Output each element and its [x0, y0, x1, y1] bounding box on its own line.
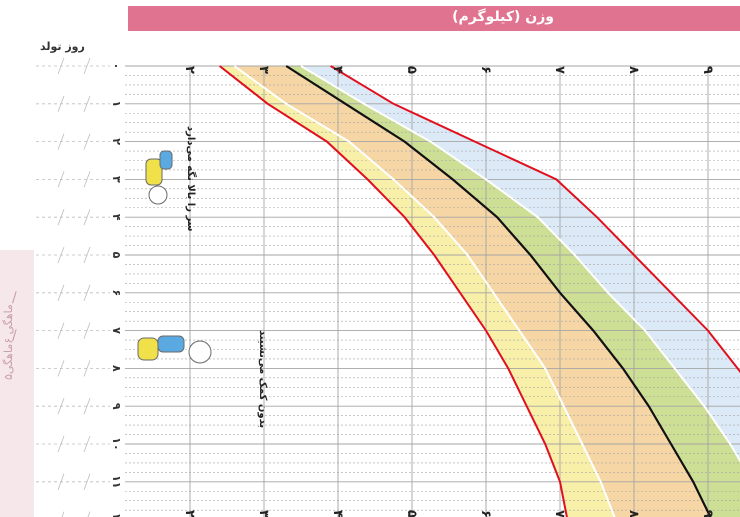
- x-tick-label-top: ۴: [330, 66, 345, 74]
- y-tick-label: ۴: [110, 214, 123, 221]
- date-slot-slash: [83, 322, 91, 339]
- plot-area: [125, 65, 740, 517]
- y-tick-label: ۱۲: [110, 513, 123, 517]
- band-low-line: [233, 65, 616, 517]
- y-tick-label: ۱: [110, 100, 123, 107]
- baby-holding-head-head: [148, 185, 168, 205]
- band-green: [286, 66, 740, 517]
- y-tick-label: ۸: [110, 365, 123, 372]
- date-slot-slash: [83, 95, 91, 112]
- y-tick-label: ۶: [110, 289, 123, 296]
- series-outer-low: [218, 65, 568, 517]
- date-slot-slash: [57, 435, 65, 453]
- date-slot-slash: [83, 57, 91, 75]
- x-tick-label-top: ۲: [182, 66, 197, 74]
- y-tick-label: ۹: [110, 403, 123, 410]
- baby-holding-head-shirt: [145, 158, 163, 186]
- y-tick-label: ۱۰: [110, 437, 123, 450]
- strip-slash: /: [12, 290, 17, 306]
- left-strip: [0, 250, 34, 517]
- x-tick-label-bottom: ۶: [478, 510, 493, 517]
- baby-sitting-pants: [157, 335, 185, 353]
- milestone-sit-unassisted: بدون کمک می‌نشیند: [257, 330, 268, 429]
- x-tick-label-bottom: ۸: [626, 510, 641, 517]
- date-slot-slash: [83, 171, 91, 188]
- y-tick-label: ۲: [110, 138, 123, 145]
- date-slot-slash: [57, 322, 65, 339]
- x-tick-label-top: ۵: [404, 66, 419, 74]
- band-high-line: [300, 65, 740, 463]
- date-slot-slash: [57, 473, 65, 490]
- date-slot-slash: [57, 133, 65, 150]
- x-tick-label-top: ۳: [256, 66, 271, 74]
- x-tick-label-bottom: ۲: [182, 510, 197, 517]
- date-slot-slash: [57, 95, 65, 112]
- x-tick-label-bottom: ۹: [700, 510, 715, 517]
- date-slot-slash: [83, 133, 91, 150]
- y-tick-label: ۰: [110, 63, 123, 70]
- band-orange: [234, 66, 711, 517]
- baby-sitting-head: [188, 340, 212, 364]
- date-slot-slash: [57, 171, 65, 188]
- date-slot-slash: [83, 360, 91, 377]
- chart-title: وزن (کیلوگرم): [452, 9, 554, 25]
- series-outer-high: [330, 65, 740, 374]
- x-tick-label-bottom: ۳: [256, 510, 271, 517]
- date-slot-slash: [83, 435, 91, 453]
- x-tick-label-top: ۶: [478, 66, 493, 74]
- baby-sitting-shirt: [137, 337, 159, 361]
- x-tick-label-top: ۸: [626, 66, 641, 74]
- title-bar: وزن (کیلوگرم): [128, 6, 740, 31]
- x-tick-label-bottom: ۴: [330, 510, 345, 517]
- x-tick-label-top: ۷: [552, 66, 567, 74]
- date-slot-slash: [83, 209, 91, 226]
- date-slot-slash: [57, 246, 65, 264]
- date-slot-slash: [57, 360, 65, 377]
- y-tick-label: ۵: [110, 252, 123, 259]
- date-slot-slash: [83, 284, 91, 301]
- date-slot-slash: [83, 473, 91, 490]
- date-slot-slash: [57, 57, 65, 75]
- birthday-label: روز تولد: [40, 40, 85, 53]
- band-yellow: [219, 66, 615, 517]
- date-slot-slash: [83, 246, 91, 264]
- x-tick-label-top: ۹: [700, 66, 715, 74]
- date-slot-slash: [57, 209, 65, 226]
- x-tick-label-bottom: ۵: [404, 510, 419, 517]
- y-tick-label: ۷: [110, 327, 123, 334]
- y-tick-label: ۱۱: [110, 475, 123, 488]
- date-slot-slash: [61, 511, 65, 517]
- date-slot-slash: [57, 284, 65, 301]
- milestone-hold-head: سر را بالا نگه می‌دارد: [185, 126, 196, 232]
- strip-slash: /: [12, 328, 17, 344]
- series-median: [285, 65, 712, 517]
- y-tick-label: ۳: [110, 176, 123, 183]
- date-slot-slash: [87, 511, 91, 517]
- baby-holding-head-pants: [159, 150, 173, 170]
- date-slot-slash: [83, 398, 91, 415]
- x-tick-label-bottom: ۷: [552, 510, 567, 517]
- date-slot-slash: [57, 398, 65, 415]
